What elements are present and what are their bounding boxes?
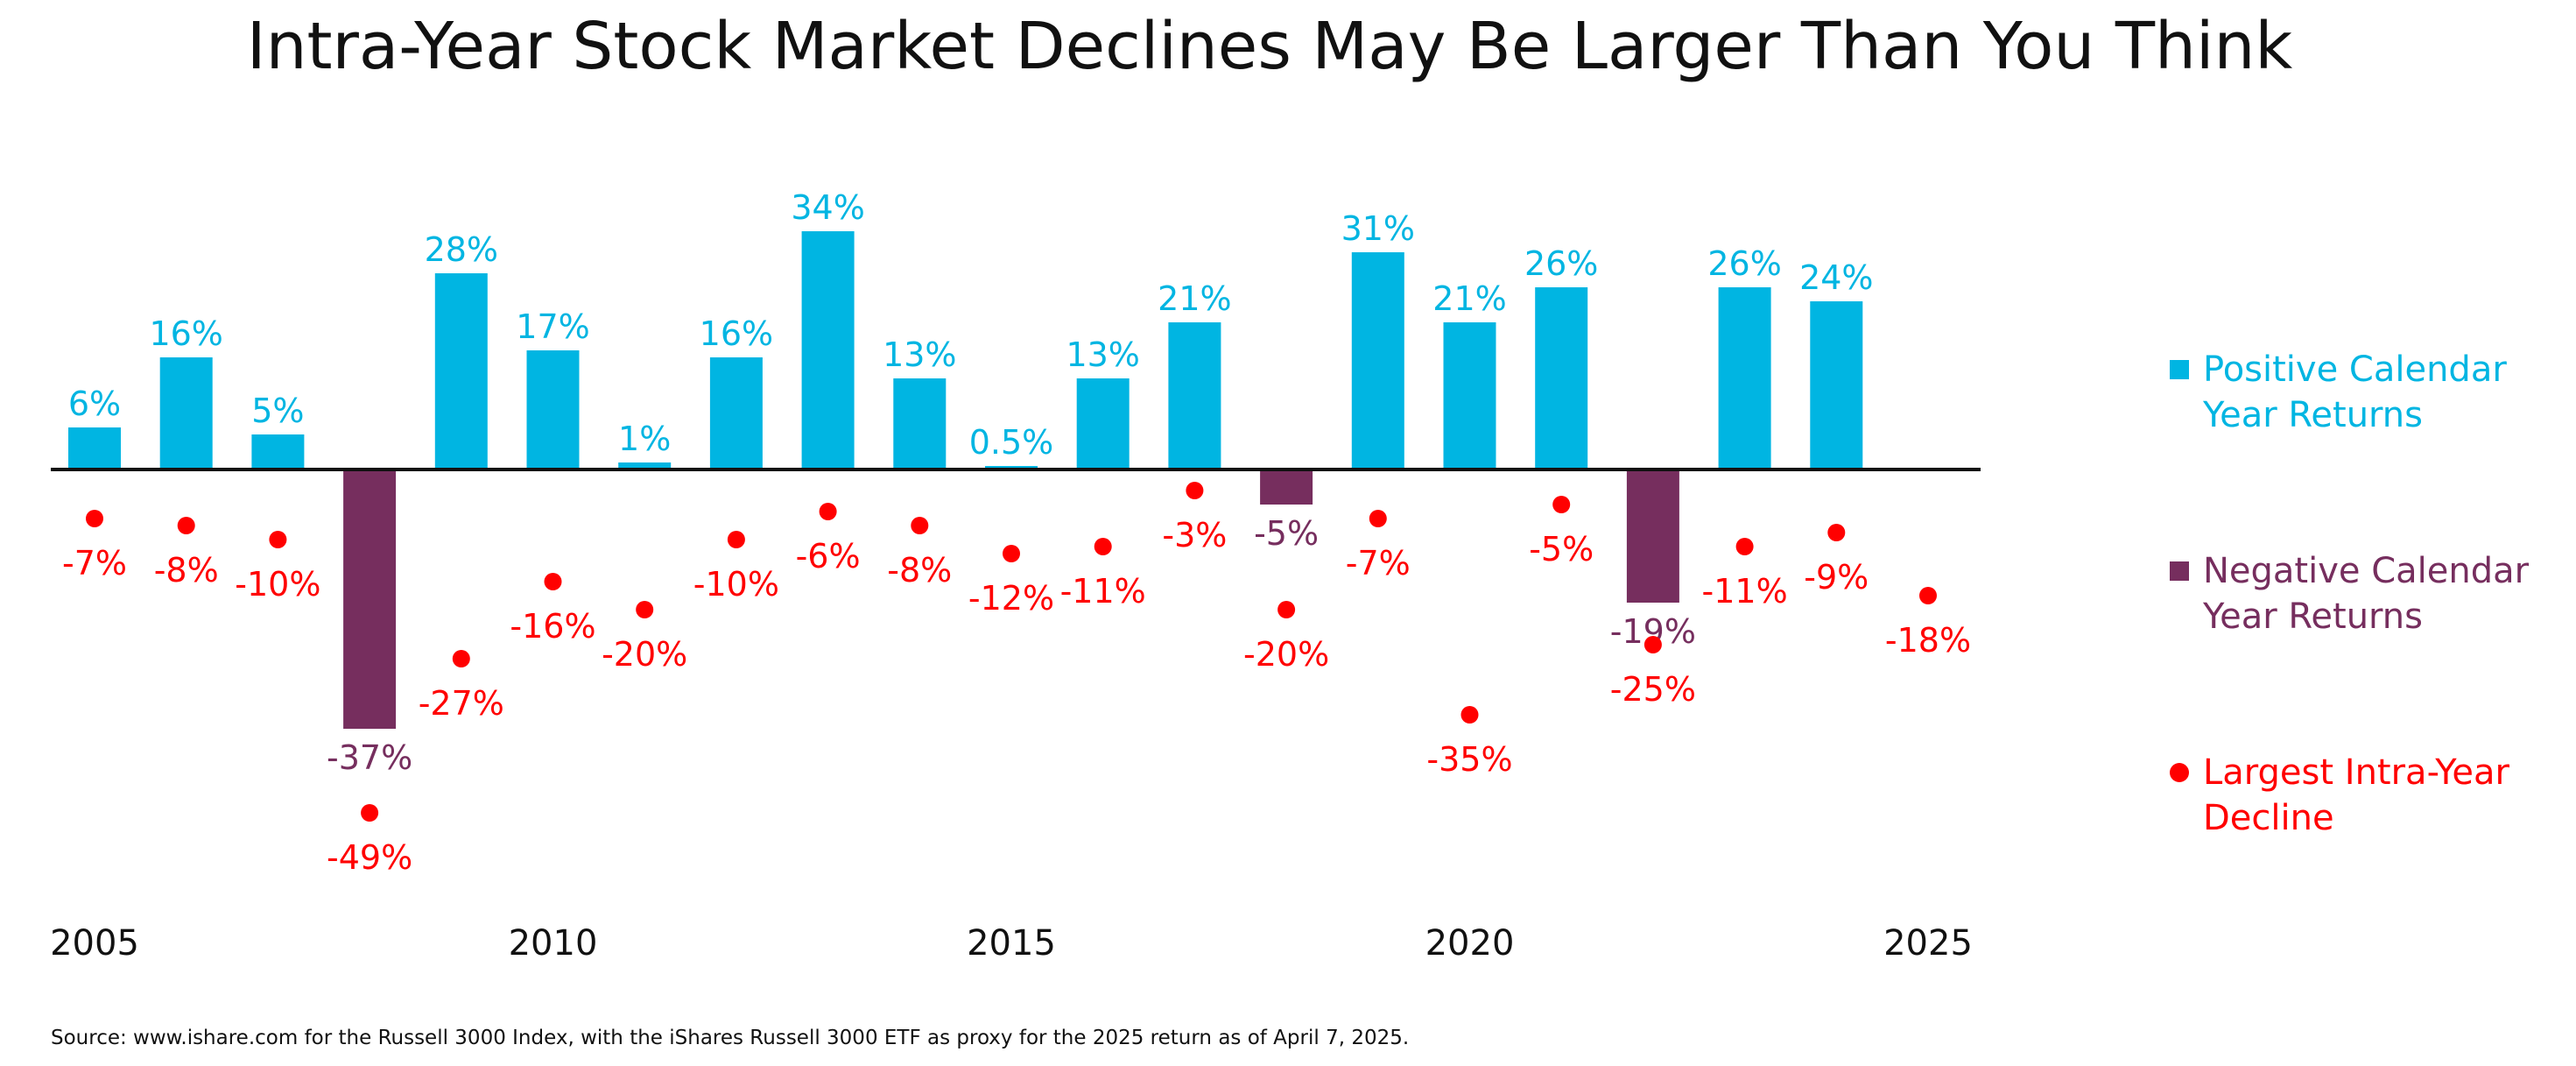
bar-label-2021: 26%	[1524, 244, 1598, 283]
bar-2012	[709, 357, 763, 469]
decline-dot-2013	[819, 503, 837, 520]
bar-2010	[526, 350, 580, 469]
decline-dot-2023	[1735, 538, 1754, 555]
decline-dot-2020	[1460, 706, 1479, 724]
decline-label-2021: -5%	[1529, 530, 1594, 568]
legend-positive-label: Positive Calendar Year Returns	[2203, 349, 2507, 435]
bar-label-2014: 13%	[883, 335, 956, 374]
decline-label-2018: -20%	[1243, 635, 1329, 674]
bar-2008	[343, 469, 397, 729]
bar-2014	[893, 378, 947, 469]
decline-dot-2019	[1369, 510, 1387, 527]
decline-dot-2015	[1003, 545, 1020, 562]
chart-plot: 6% -7% 16% -8% 5% -10% -37% -49% 28% -27% 17% -16% 1…	[50, 188, 1981, 964]
decline-dot-2006	[177, 517, 195, 534]
bar-label-2020: 21%	[1432, 279, 1506, 318]
decline-label-2009: -27%	[419, 684, 504, 723]
decline-label-2007: -10%	[235, 565, 320, 604]
decline-label-2011: -20%	[602, 635, 687, 674]
bar-label-2016: 13%	[1066, 335, 1139, 374]
bar-2020	[1443, 322, 1496, 469]
bar-2006	[159, 357, 213, 469]
bar-label-2019: 31%	[1341, 209, 1415, 248]
decline-label-2006: -8%	[154, 551, 219, 589]
x-tick-2005: 2005	[50, 923, 139, 964]
decline-label-2024: -9%	[1804, 558, 1869, 597]
bar-label-2017: 21%	[1158, 279, 1231, 318]
chart-title: Intra-Year Stock Market Declines May Be …	[246, 9, 2293, 84]
decline-dot-2024	[1827, 524, 1846, 541]
bar-label-2023: 26%	[1707, 244, 1781, 283]
decline-label-2025: -18%	[1885, 621, 1971, 660]
bar-label-2009: 28%	[425, 230, 498, 269]
decline-label-2020: -35%	[1426, 740, 1512, 779]
decline-dot-2012	[727, 531, 745, 548]
legend-negative-label: Negative Calendar Year Returns	[2203, 551, 2530, 637]
decline-label-2005: -7%	[62, 544, 127, 582]
decline-label-2015: -12%	[968, 579, 1054, 618]
decline-label-2017: -3%	[1162, 516, 1227, 554]
bar-2005	[68, 427, 121, 469]
decline-label-2008: -49%	[327, 838, 412, 877]
decline-dot-2018	[1277, 601, 1296, 618]
x-tick-2020: 2020	[1425, 923, 1515, 964]
legend-positive-swatch	[2170, 360, 2189, 379]
source-note: Source: www.ishare.com for the Russell 3…	[51, 1027, 1410, 1049]
bar-label-2006: 16%	[149, 314, 222, 353]
x-tick-2015: 2015	[967, 923, 1056, 964]
bar-label-2024: 24%	[1799, 258, 1873, 297]
bar-2022	[1626, 469, 1679, 603]
bar-label-2011: 1%	[618, 420, 671, 458]
decline-label-2023: -11%	[1702, 572, 1788, 611]
decline-dot-2007	[269, 531, 287, 548]
bar-2016	[1076, 378, 1130, 469]
decline-dot-2021	[1552, 496, 1571, 513]
x-tick-2010: 2010	[509, 923, 598, 964]
bar-label-2012: 16%	[700, 314, 773, 353]
decline-dot-2005	[86, 510, 103, 527]
bar-label-2010: 17%	[516, 307, 589, 346]
decline-label-2014: -8%	[887, 551, 952, 589]
decline-dot-2008	[361, 804, 379, 822]
bar-2023	[1718, 287, 1771, 469]
decline-label-2019: -7%	[1346, 544, 1411, 582]
bar-label-2008: -37%	[327, 738, 412, 777]
bar-label-2018: -5%	[1254, 514, 1319, 553]
decline-dot-2016	[1094, 538, 1112, 555]
legend-negative-swatch	[2170, 561, 2189, 581]
legend-decline-swatch	[2170, 763, 2189, 782]
decline-label-2010: -16%	[510, 607, 595, 646]
decline-label-2012: -10%	[693, 565, 779, 604]
decline-dot-2025	[1919, 587, 1937, 604]
bar-2017	[1168, 322, 1221, 469]
legend-decline-label: Largest Intra-Year Decline	[2203, 752, 2509, 838]
decline-dot-2017	[1186, 482, 1204, 499]
bar-2021	[1535, 287, 1588, 469]
decline-dot-2014	[911, 517, 929, 534]
bar-2024	[1810, 301, 1863, 469]
bar-label-2015: 0.5%	[969, 423, 1054, 462]
bar-label-2005: 6%	[68, 385, 121, 423]
decline-dot-2011	[636, 601, 654, 618]
bar-2018	[1260, 469, 1313, 505]
bar-label-2007: 5%	[251, 392, 304, 430]
decline-label-2022: -25%	[1610, 670, 1696, 709]
bar-2019	[1351, 252, 1404, 469]
decline-dot-2022	[1643, 636, 1662, 653]
bar-2013	[801, 231, 855, 469]
bar-2009	[434, 273, 488, 469]
bar-2011	[618, 462, 672, 469]
decline-label-2013: -6%	[796, 537, 861, 575]
decline-dot-2009	[452, 650, 470, 667]
decline-dot-2010	[544, 573, 562, 590]
decline-label-2016: -11%	[1060, 572, 1146, 611]
x-tick-2025: 2025	[1883, 923, 1973, 964]
bar-label-2013: 34%	[791, 188, 864, 227]
bar-2007	[251, 434, 305, 469]
